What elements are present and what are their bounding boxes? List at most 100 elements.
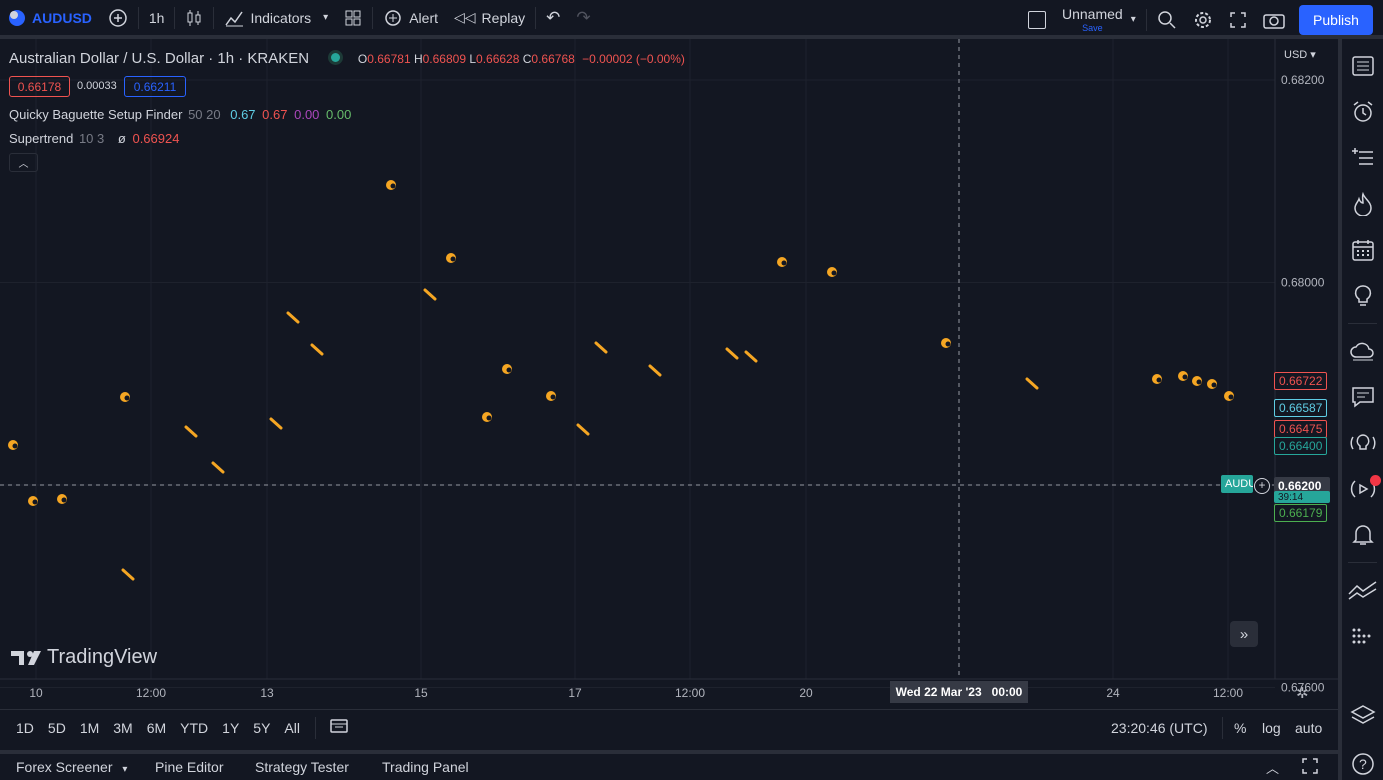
maximize-panel-button[interactable] — [1302, 757, 1318, 777]
tab-pine-editor[interactable]: Pine Editor — [155, 759, 224, 775]
tab-trading-panel[interactable]: Trading Panel — [382, 759, 469, 775]
auto-scale-toggle[interactable]: auto — [1295, 719, 1323, 736]
hotlists-button[interactable] — [1342, 181, 1383, 227]
publish-button[interactable]: Publish — [1299, 5, 1373, 35]
range-1m[interactable]: 1M — [79, 719, 100, 736]
setup-dash-marker — [211, 461, 225, 474]
undo-icon: ↶ — [546, 7, 561, 27]
trading-panel-button[interactable] — [1342, 567, 1383, 613]
data-window-button[interactable] — [1342, 328, 1383, 374]
price-label: 0.67600 — [1281, 681, 1325, 695]
search-button[interactable] — [1149, 0, 1185, 39]
undo-button[interactable]: ↶ — [538, 0, 568, 37]
currency-selector[interactable]: USD ▾ — [1284, 49, 1316, 61]
divider — [1348, 562, 1377, 563]
range-ytd[interactable]: YTD — [180, 719, 209, 736]
clock-display[interactable]: 23:20:46 (UTC) — [1111, 719, 1208, 736]
scroll-to-realtime-button[interactable]: » — [1230, 621, 1258, 647]
layout-square-icon — [1028, 10, 1046, 29]
chevron-down-icon[interactable]: ▾ — [1130, 14, 1136, 25]
setup-dash-marker — [576, 423, 590, 436]
range-5d[interactable]: 5D — [47, 719, 66, 736]
ideas-button[interactable] — [1342, 273, 1383, 319]
flame-icon — [1353, 192, 1372, 216]
streams-button[interactable] — [1342, 466, 1383, 512]
indicator-legend-supertrend[interactable]: Supertrend 10 3 ø 0.66924 — [9, 131, 179, 146]
alert-button[interactable]: Alert — [375, 0, 446, 37]
log-scale-toggle[interactable]: log — [1262, 719, 1281, 736]
alerts-button[interactable] — [1342, 89, 1383, 135]
time-label: 17 — [568, 686, 582, 700]
time-label: 12:00 — [136, 686, 166, 700]
range-1d[interactable]: 1D — [16, 719, 34, 736]
replay-button[interactable]: ◁◁ Replay — [446, 0, 533, 37]
crosshair-time-label: Wed 22 Mar '23 00:00 — [890, 681, 1028, 703]
object-tree-button[interactable] — [1342, 135, 1383, 181]
help-button[interactable]: ? — [1342, 741, 1383, 780]
time-label: 12:00 — [675, 686, 705, 700]
settings-button[interactable] — [1185, 0, 1221, 39]
chats-button[interactable] — [1342, 374, 1383, 420]
add-circle-icon — [109, 8, 127, 27]
range-6m[interactable]: 6M — [146, 719, 167, 736]
price-tag-red-ma: 0.66475 — [1274, 420, 1328, 438]
price-tag-supertrend: 0.66722 — [1274, 372, 1328, 390]
tab-forex-screener[interactable]: Forex Screener ▾ — [16, 759, 127, 775]
snapshot-button[interactable] — [1255, 0, 1293, 39]
buy-button[interactable]: 0.66211 — [124, 76, 186, 97]
time-label: 15 — [414, 686, 428, 700]
divider — [535, 6, 537, 29]
layers-button[interactable] — [1342, 693, 1383, 739]
setup-dash-marker — [310, 343, 324, 356]
setup-marker-hole — [1196, 379, 1202, 385]
collapse-panel-button[interactable]: ︿ — [1266, 758, 1279, 777]
close-value: 0.66768 — [531, 52, 575, 66]
price-tag-last: 0.66400 — [1274, 437, 1328, 455]
candles-icon — [187, 9, 201, 26]
range-3m[interactable]: 3M — [113, 719, 133, 736]
watchlist-button[interactable] — [1342, 43, 1383, 89]
price-tag-ma: 0.66587 — [1274, 399, 1328, 417]
sell-button[interactable]: 0.66178 — [9, 76, 70, 97]
chart-pane[interactable]: 0.682000.680000.678000.676000.674000.672… — [0, 39, 1338, 709]
calendar-button[interactable] — [1342, 227, 1383, 273]
setup-marker-hole — [124, 395, 130, 401]
fullscreen-button[interactable] — [1221, 0, 1255, 39]
redo-button[interactable]: ↷ — [568, 0, 598, 37]
symbol-search[interactable]: AUDUSD — [0, 0, 100, 37]
indicator-symbol: ø — [117, 131, 126, 146]
chart-type-button[interactable] — [177, 0, 211, 37]
ohlc-values: O0.66781 H0.66809 L0.66628 C0.66768 −0.0… — [357, 52, 685, 66]
layout-name-button[interactable]: Unnamed Save — [1054, 0, 1131, 39]
add-alert-icon[interactable]: + — [1254, 478, 1270, 494]
tech-support-button[interactable] — [1342, 420, 1383, 466]
indicator-value: 0.67 — [230, 107, 256, 122]
tab-strategy-tester[interactable]: Strategy Tester — [255, 759, 349, 775]
price-chart[interactable]: 0.682000.680000.678000.676000.674000.672… — [0, 39, 1338, 709]
templates-button[interactable] — [336, 0, 370, 37]
chart-settings-gear[interactable]: ✲ — [1296, 684, 1309, 702]
indicators-button[interactable]: Indicators ▾ — [216, 0, 336, 37]
alert-label: Alert — [409, 9, 438, 26]
range-all[interactable]: All — [284, 719, 300, 736]
percent-scale-toggle[interactable]: % — [1234, 719, 1247, 736]
notifications-button[interactable] — [1342, 512, 1383, 558]
indicator-legend-baguette[interactable]: Quicky Baguette Setup Finder 50 20 0.67 … — [9, 107, 351, 122]
interval-button[interactable]: 1h — [148, 9, 165, 26]
layout-name: Unnamed — [1062, 5, 1123, 22]
gear-icon — [1194, 11, 1211, 28]
chevron-up-icon: ︿ — [18, 159, 29, 170]
layers-icon — [1349, 705, 1376, 724]
divider — [314, 716, 316, 739]
range-1y[interactable]: 1Y — [222, 719, 240, 736]
replay-label: Replay — [481, 9, 526, 26]
setup-dash-marker — [594, 341, 608, 354]
chat-icon — [1351, 387, 1374, 408]
collapse-legend-button[interactable]: ︿ — [9, 153, 38, 172]
layout-button[interactable] — [1020, 0, 1054, 39]
range-5y[interactable]: 5Y — [253, 719, 271, 736]
dom-button[interactable] — [1342, 613, 1383, 659]
setup-marker-hole — [781, 260, 787, 266]
goto-date-button[interactable] — [324, 718, 354, 737]
compare-button[interactable] — [100, 0, 136, 37]
